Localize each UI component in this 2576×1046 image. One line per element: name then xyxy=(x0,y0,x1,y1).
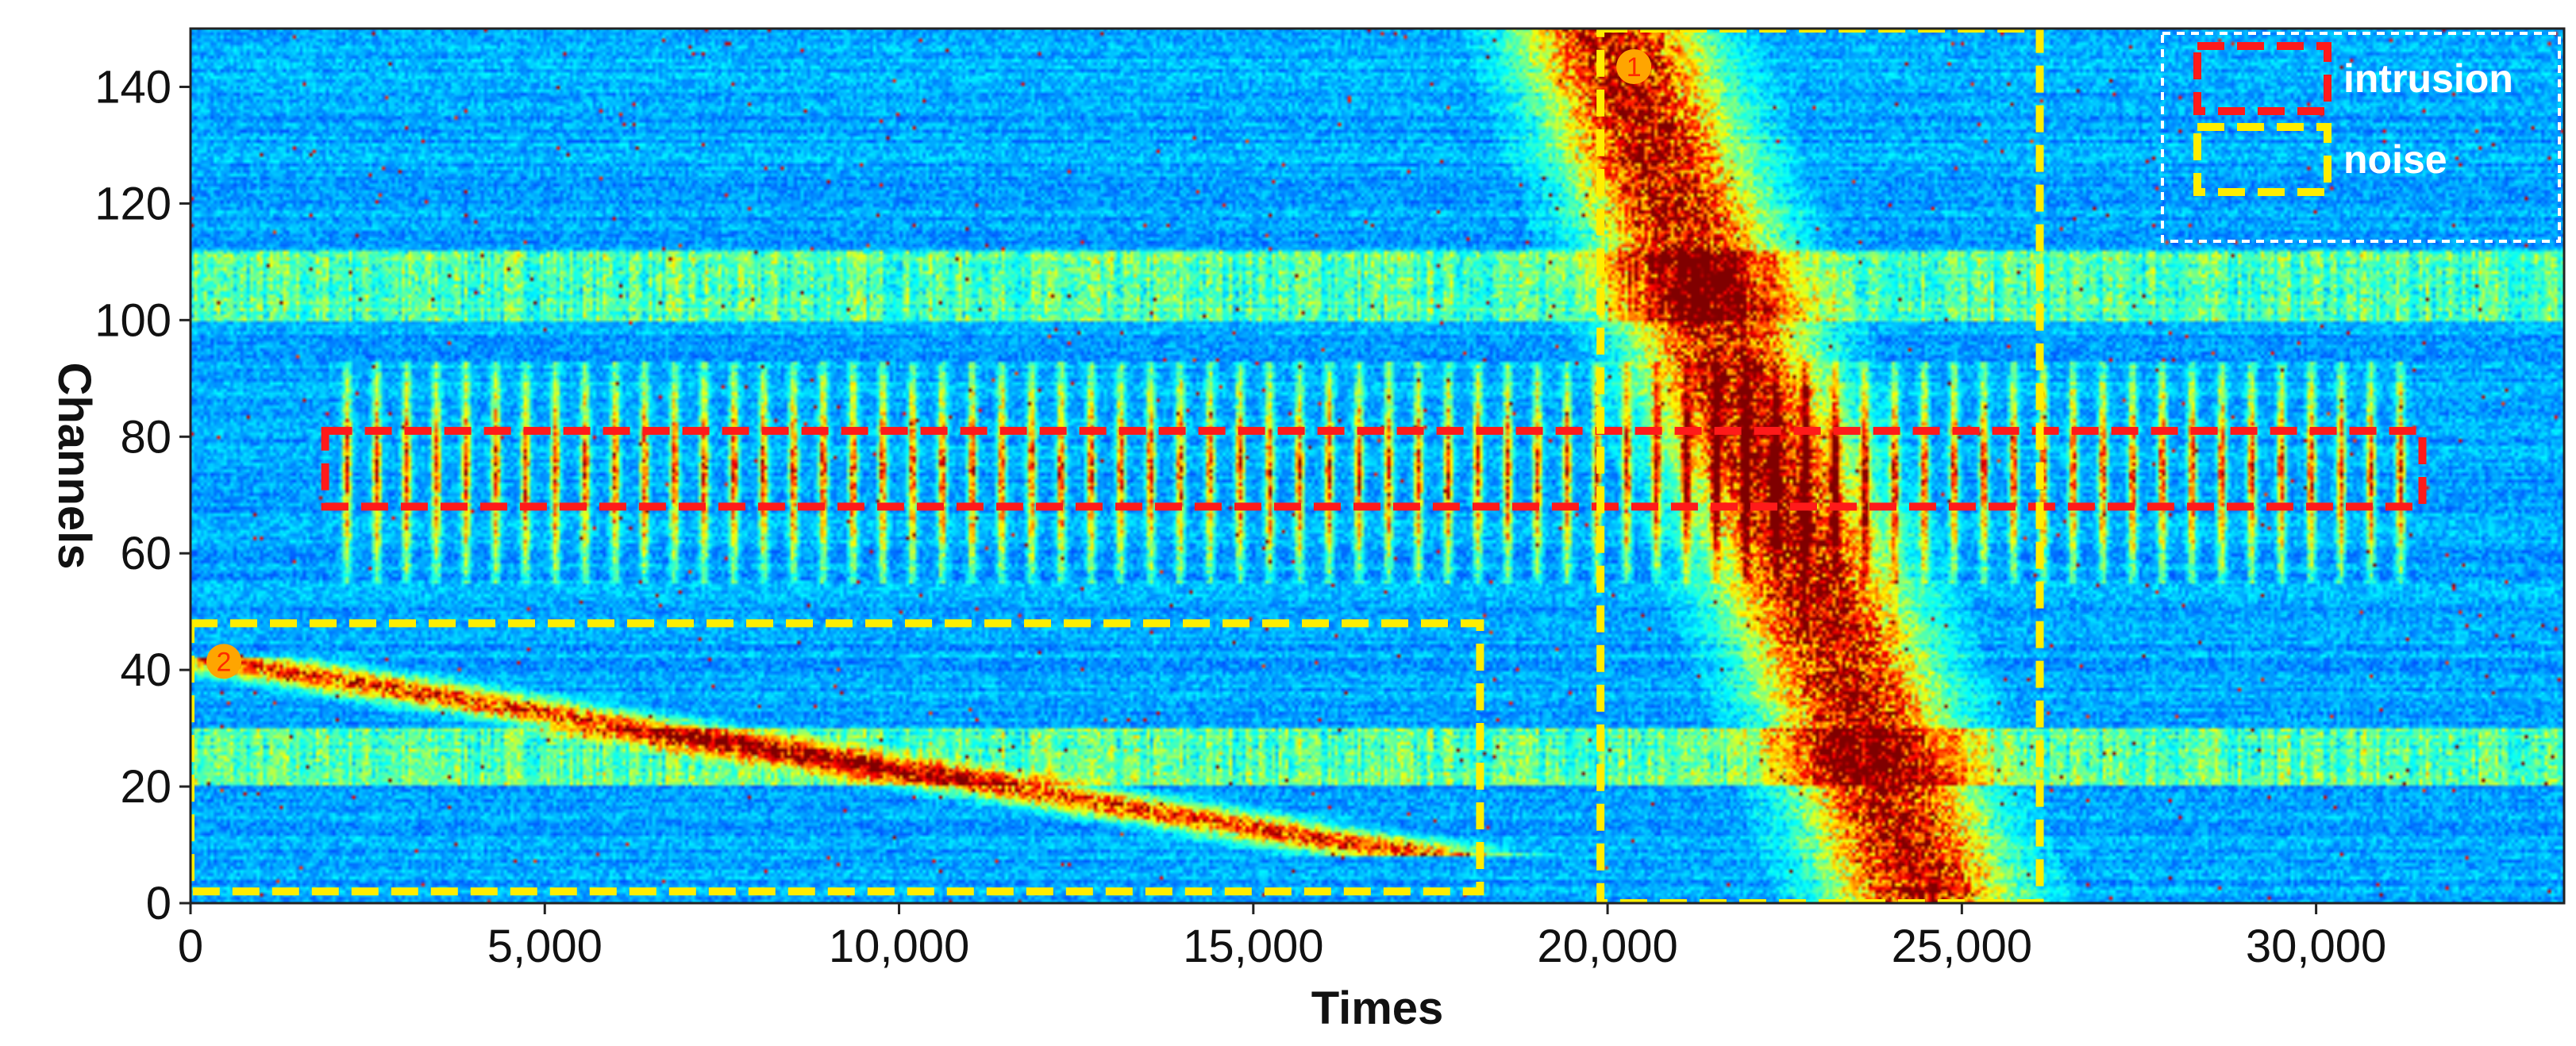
heatmap-image xyxy=(191,29,2564,903)
noise-box xyxy=(1596,29,2044,903)
marker-label-2: 2 xyxy=(217,647,232,677)
x-tick-label: 20,000 xyxy=(1537,921,1677,972)
legend: intrusion noise xyxy=(2161,32,2561,243)
plot-frame xyxy=(189,27,2566,905)
y-axis: 0 20 40 60 80 100 120 140 xyxy=(94,61,191,929)
legend-swatch-noise xyxy=(2193,123,2331,196)
x-tick-label: 15,000 xyxy=(1183,921,1323,972)
y-tick-label: 40 xyxy=(120,644,171,696)
x-tick-label: 5,000 xyxy=(487,921,603,972)
x-tick-label: 10,000 xyxy=(829,921,969,972)
y-tick-label: 0 xyxy=(146,878,171,929)
y-tick-label: 120 xyxy=(94,178,171,229)
legend-frame xyxy=(2161,32,2561,243)
y-tick-label: 60 xyxy=(120,528,171,579)
y-tick-label: 20 xyxy=(120,761,171,813)
marker-circle-1 xyxy=(1616,49,1652,84)
x-tick-label: 25,000 xyxy=(1892,921,2032,972)
y-tick-label: 140 xyxy=(94,61,171,113)
x-axis-title: Times xyxy=(1311,983,1444,1034)
annotation-markers: 12 xyxy=(206,49,1652,679)
marker-circle-2 xyxy=(206,644,241,679)
y-tick-label: 100 xyxy=(94,294,171,346)
x-tick-label: 0 xyxy=(178,921,203,972)
marker-label-1: 1 xyxy=(1627,52,1642,83)
legend-label-noise: noise xyxy=(2343,137,2447,182)
intrusion-box xyxy=(321,426,2427,511)
plot-area xyxy=(191,29,2564,903)
y-tick-label: 80 xyxy=(120,411,171,463)
annotation-boxes xyxy=(191,29,2427,903)
legend-label-intrusion: intrusion xyxy=(2343,56,2513,101)
x-tick-label: 30,000 xyxy=(2246,921,2386,972)
legend-swatch-intrusion xyxy=(2193,42,2331,115)
noise-box xyxy=(191,619,1484,896)
y-axis-title: Channels xyxy=(48,362,100,569)
x-axis: 0 5,000 10,000 15,000 20,000 25,000 30,000 xyxy=(178,903,2386,972)
